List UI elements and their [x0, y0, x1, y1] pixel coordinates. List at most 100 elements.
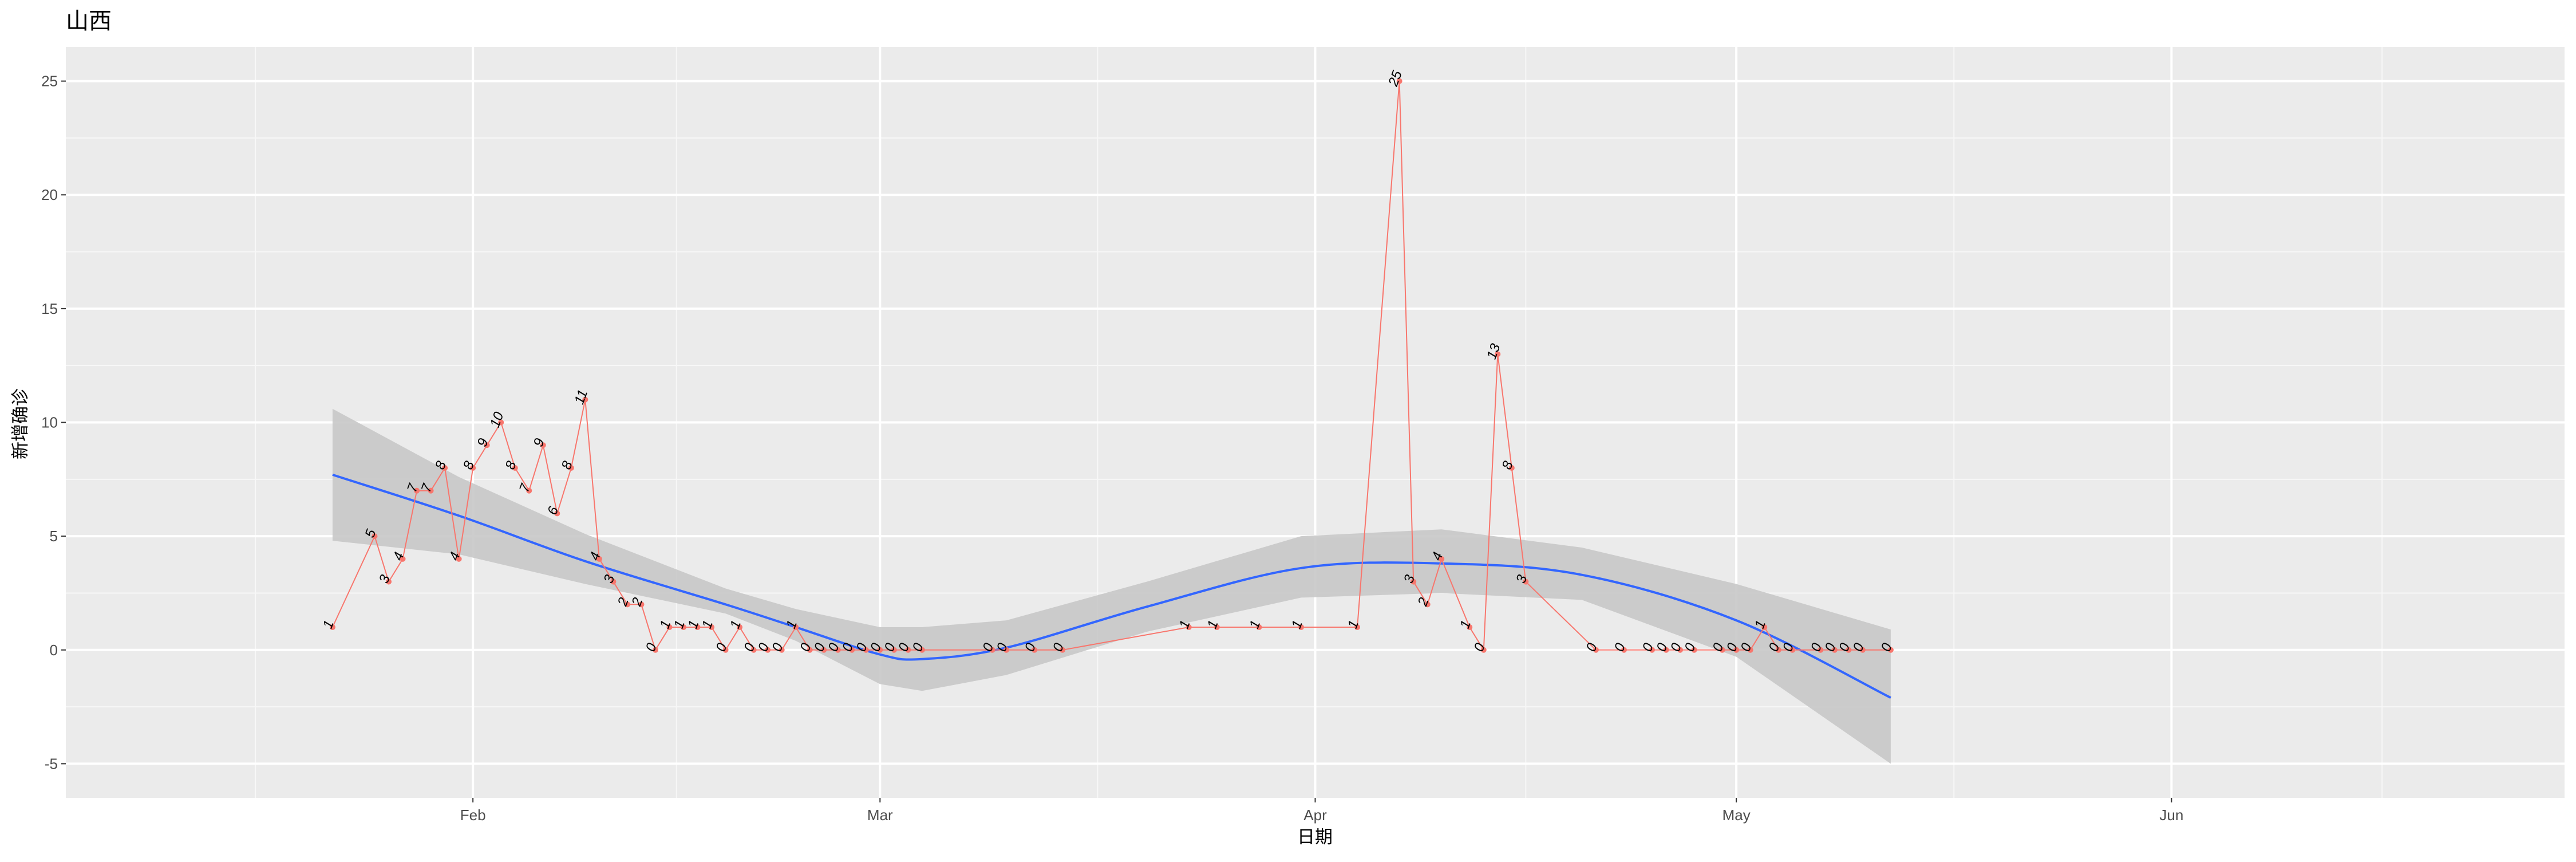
data-point — [1663, 647, 1669, 653]
data-point — [1495, 351, 1501, 357]
data-point — [1467, 624, 1473, 631]
data-point — [1003, 647, 1010, 653]
y-tick-label: 20 — [41, 186, 58, 203]
x-tick-label: Feb — [460, 806, 486, 824]
y-tick-label: 25 — [41, 73, 58, 90]
data-point — [722, 647, 729, 653]
data-point — [1677, 647, 1684, 653]
data-point — [1396, 78, 1402, 84]
data-point — [582, 396, 588, 403]
data-point — [1256, 624, 1262, 631]
data-point — [1621, 647, 1627, 653]
data-point — [540, 442, 546, 448]
data-point — [1775, 647, 1781, 653]
data-point — [568, 465, 574, 471]
data-point — [1831, 647, 1838, 653]
data-point — [1424, 601, 1431, 608]
data-point — [596, 556, 602, 562]
data-point — [1523, 578, 1529, 585]
data-point — [666, 624, 673, 631]
data-point — [1747, 647, 1753, 653]
series-line-layer — [331, 81, 1891, 652]
data-point — [554, 510, 560, 517]
x-axis-ticks: Feb Mar Apr May Jun — [460, 798, 2183, 824]
chart-title: 山西 — [66, 9, 112, 34]
data-point — [1060, 647, 1066, 653]
data-point — [1719, 647, 1725, 653]
y-tick-label: 10 — [41, 414, 58, 431]
data-point — [750, 647, 757, 653]
data-point — [919, 647, 925, 653]
data-point — [849, 647, 855, 653]
data-point — [793, 624, 799, 631]
data-point — [1439, 556, 1445, 562]
data-point — [891, 647, 897, 653]
data-point — [821, 647, 827, 653]
data-point — [765, 647, 771, 653]
data-point — [863, 647, 869, 653]
data-point — [1761, 624, 1768, 631]
data-point — [372, 533, 378, 540]
data-point — [877, 647, 883, 653]
data-point — [737, 624, 743, 631]
data-point — [1508, 465, 1515, 471]
x-tick-label: Apr — [1303, 806, 1327, 824]
data-point — [1649, 647, 1656, 653]
data-point — [652, 647, 658, 653]
data-point — [414, 487, 420, 494]
data-point — [498, 419, 504, 426]
data-point — [1480, 647, 1487, 653]
data-point — [610, 578, 617, 585]
data-point — [1298, 624, 1304, 631]
data-point — [1691, 647, 1697, 653]
data-point — [1593, 647, 1599, 653]
data-point — [386, 578, 392, 585]
y-tick-label: -5 — [45, 755, 58, 772]
data-point — [1859, 647, 1866, 653]
data-point — [1214, 624, 1220, 631]
data-point — [484, 442, 490, 448]
data-point — [1846, 647, 1852, 653]
data-point — [442, 465, 448, 471]
data-point — [680, 624, 686, 631]
data-point — [1789, 647, 1796, 653]
data-point — [989, 647, 995, 653]
y-tick-label: 0 — [50, 641, 58, 659]
data-point — [526, 487, 532, 494]
series-line — [331, 81, 1891, 652]
data-point — [1733, 647, 1740, 653]
x-axis-label: 日期 — [1297, 827, 1333, 847]
x-tick-label: Mar — [867, 806, 893, 824]
data-point — [1887, 647, 1894, 653]
confidence-band-layer — [332, 408, 1891, 764]
confidence-band — [332, 408, 1891, 764]
data-point — [638, 601, 645, 608]
data-point — [835, 647, 841, 653]
data-point — [905, 647, 911, 653]
data-point — [694, 624, 701, 631]
data-point — [624, 601, 630, 608]
y-tick-label: 5 — [50, 528, 58, 545]
x-tick-label: May — [1722, 806, 1751, 824]
y-axis-ticks: -5 0 5 10 15 20 25 — [41, 73, 66, 772]
point-layer — [329, 78, 1894, 653]
data-point — [400, 556, 406, 562]
data-point — [456, 556, 462, 562]
data-point — [470, 465, 476, 471]
y-tick-label: 15 — [41, 300, 58, 317]
data-point — [1354, 624, 1361, 631]
data-point — [1186, 624, 1192, 631]
grid-layer — [66, 47, 2565, 798]
x-tick-label: Jun — [2159, 806, 2183, 824]
data-point — [779, 647, 785, 653]
data-point — [329, 624, 335, 631]
data-point — [709, 624, 715, 631]
data-point — [1411, 578, 1417, 585]
data-point — [428, 487, 434, 494]
y-axis-label: 新增确诊 — [10, 388, 30, 459]
data-point — [1818, 647, 1824, 653]
data-point — [1032, 647, 1038, 653]
data-point — [512, 465, 518, 471]
